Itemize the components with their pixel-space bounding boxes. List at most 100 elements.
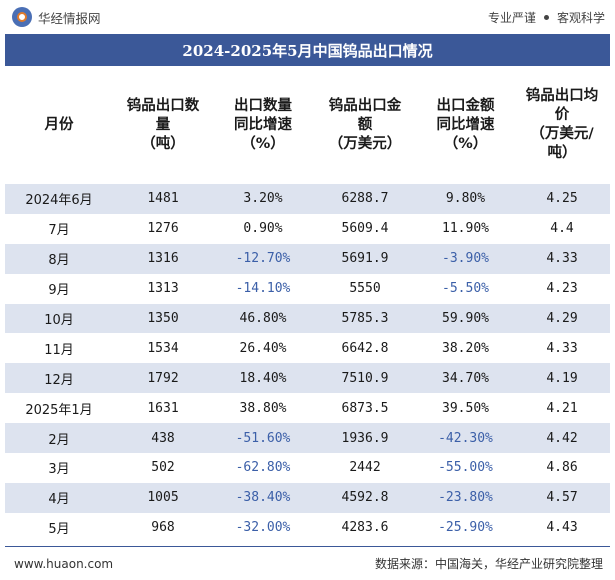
table-cell: 1005 [113, 482, 213, 513]
table-cell: -51.60% [213, 423, 313, 454]
table-cell: 4.29 [514, 303, 610, 334]
table-cell: -62.80% [235, 460, 291, 476]
table-cell: 10月 [5, 303, 113, 334]
data-source: 数据来源：中国海关，华经产业研究院整理 [374, 557, 603, 571]
table-cell: 5691.9 [313, 243, 417, 274]
column-header: 月份 [44, 116, 74, 133]
table-cell: -55.00% [438, 460, 493, 476]
table-row: 4月 1005 -38.40% 4592.8 -23.80% 4.57 [5, 482, 610, 513]
table-cell: 9月 [48, 283, 70, 299]
table-cell: -25.90% [438, 520, 493, 536]
table-cell: 12月 [5, 363, 113, 394]
table-cell: 1792 [113, 363, 213, 394]
column-header: 钨品出口均 价 （万美元/ 吨） [525, 88, 599, 161]
table-cell: 4.33 [546, 340, 578, 356]
table-cell: 968 [151, 520, 175, 536]
table-cell: 18.40% [213, 363, 313, 394]
table-row: 5月 968 -32.00% 4283.6 -25.90% 4.43 [5, 513, 610, 543]
table-cell: 11月 [44, 342, 74, 358]
table-cell: -5.50% [442, 281, 489, 297]
table-cell: 4.57 [514, 482, 610, 513]
table-cell: 4.25 [514, 184, 610, 214]
table-cell: 438 [113, 423, 213, 454]
brand-name: 华经情报网 [38, 10, 101, 26]
table-cell: 38.20% [442, 340, 489, 356]
table-cell: 4.86 [546, 460, 578, 476]
table-cell: 5550 [349, 281, 381, 297]
table-cell: 2024年6月 [5, 184, 113, 214]
table-cell: 6873.5 [341, 400, 389, 416]
table-row: 12月 1792 18.40% 7510.9 34.70% 4.19 [5, 363, 610, 394]
table-cell: 2442 [349, 460, 381, 476]
table-cell: -42.30% [417, 423, 514, 454]
table-cell: 4.42 [514, 423, 610, 454]
table-cell: 5609.4 [341, 221, 389, 237]
table-cell: 38.80% [239, 400, 287, 416]
table-row: 2024年6月 1481 3.20% 6288.7 9.80% 4.25 [5, 184, 610, 214]
table-cell: 5785.3 [313, 303, 417, 334]
footer-divider [5, 546, 610, 547]
table-cell: 1936.9 [313, 423, 417, 454]
table-cell: 4.21 [546, 400, 578, 416]
table-cell: 4.43 [546, 520, 578, 536]
table-cell: 1350 [113, 303, 213, 334]
table-cell: 46.80% [213, 303, 313, 334]
table-body: 2024年6月 1481 3.20% 6288.7 9.80% 4.25 7月 1276 0.9… [5, 184, 610, 543]
table-cell: -23.80% [417, 482, 514, 513]
table-cell: 7月 [48, 223, 70, 239]
table-row: 3月 502 -62.80% 2442 -55.00% 4.86 [5, 453, 610, 483]
table-cell: 6288.7 [313, 184, 417, 214]
table-cell: 502 [151, 460, 175, 476]
table-cell: 1276 [147, 221, 179, 237]
table-cell: 7510.9 [313, 363, 417, 394]
table-cell: 4.33 [514, 243, 610, 274]
table-cell: 4592.8 [313, 482, 417, 513]
table-cell: 4.4 [550, 221, 574, 237]
table-cell: -12.70% [213, 243, 313, 274]
table-cell: 3.20% [213, 184, 313, 214]
table-cell: 4283.6 [341, 520, 389, 536]
table-cell: 34.70% [417, 363, 514, 394]
top-bar: 华经情报网 专业严谨 客观科学 [0, 0, 615, 34]
table-row: 2025年1月 1631 38.80% 6873.5 39.50% 4.21 [5, 393, 610, 423]
table-cell: 4.23 [546, 281, 578, 297]
table-cell: 0.90% [243, 221, 283, 237]
bullet-icon [543, 14, 549, 20]
table-cell: 59.90% [417, 303, 514, 334]
table-cell: 39.50% [442, 400, 489, 416]
tagline-left: 专业严谨 [487, 10, 536, 25]
brand: 华经情报网 [12, 7, 101, 27]
table-row: 7月 1276 0.90% 5609.4 11.90% 4.4 [5, 214, 610, 244]
table-cell: 2025年1月 [25, 402, 93, 418]
table-row: 10月 1350 46.80% 5785.3 59.90% 4.29 [5, 303, 610, 334]
table-cell: -38.40% [213, 482, 313, 513]
table-title: 2024-2025年5月中国钨品出口情况 [5, 34, 610, 66]
column-header: 出口金额 同比增速 （%） [436, 97, 495, 152]
table-cell: 1631 [147, 400, 179, 416]
tagline-right: 客观科学 [556, 10, 605, 25]
footer: www.huaon.com 数据来源：中国海关，华经产业研究院整理 [0, 547, 615, 580]
table-cell: 6642.8 [341, 340, 389, 356]
table-cell: 26.40% [239, 340, 287, 356]
table-cell: -3.90% [417, 243, 514, 274]
table-cell: 1313 [147, 281, 179, 297]
table-cell: 4.19 [514, 363, 610, 394]
tagline: 专业严谨 客观科学 [488, 9, 605, 26]
table-cell: -32.00% [235, 520, 291, 536]
column-header: 钨品出口金 额 （万美元） [328, 97, 402, 152]
huajing-logo-icon [12, 7, 32, 27]
table-cell: 9.80% [417, 184, 514, 214]
column-header: 钨品出口数 量 （吨） [126, 97, 200, 152]
table-cell: 2月 [5, 423, 113, 454]
table-cell: -14.10% [235, 281, 291, 297]
table-cell: 8月 [5, 243, 113, 274]
table-cell: 1534 [147, 340, 179, 356]
table-cell: 5月 [48, 522, 70, 538]
table-header-row: 月份 钨品出口数 量 （吨） 出口数量 同比增速 （%） 钨品出口金 额 （万美… [5, 66, 610, 184]
export-table: 月份 钨品出口数 量 （吨） 出口数量 同比增速 （%） 钨品出口金 额 （万美… [5, 66, 610, 543]
table-row: 11月 1534 26.40% 6642.8 38.20% 4.33 [5, 333, 610, 363]
column-header: 出口数量 同比增速 （%） [234, 97, 292, 152]
table-cell: 4月 [5, 482, 113, 513]
table-row: 8月 1316 -12.70% 5691.9 -3.90% 4.33 [5, 243, 610, 274]
table-cell: 11.90% [442, 221, 489, 237]
